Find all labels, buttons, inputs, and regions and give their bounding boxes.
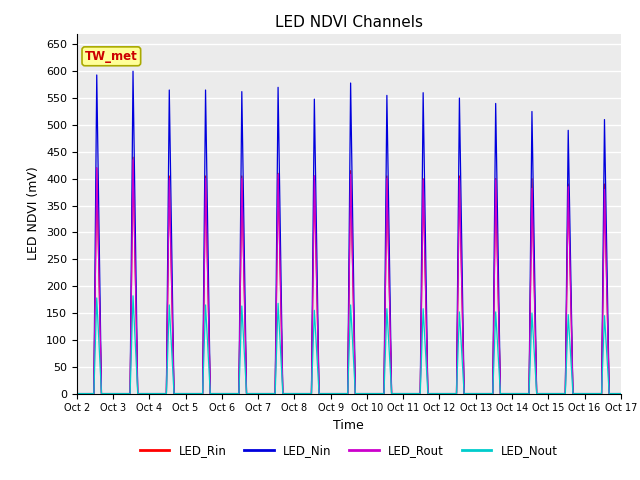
Text: TW_met: TW_met [85, 50, 138, 63]
X-axis label: Time: Time [333, 419, 364, 432]
Title: LED NDVI Channels: LED NDVI Channels [275, 15, 423, 30]
Y-axis label: LED NDVI (mV): LED NDVI (mV) [28, 167, 40, 261]
Legend: LED_Rin, LED_Nin, LED_Rout, LED_Nout: LED_Rin, LED_Nin, LED_Rout, LED_Nout [135, 439, 563, 462]
